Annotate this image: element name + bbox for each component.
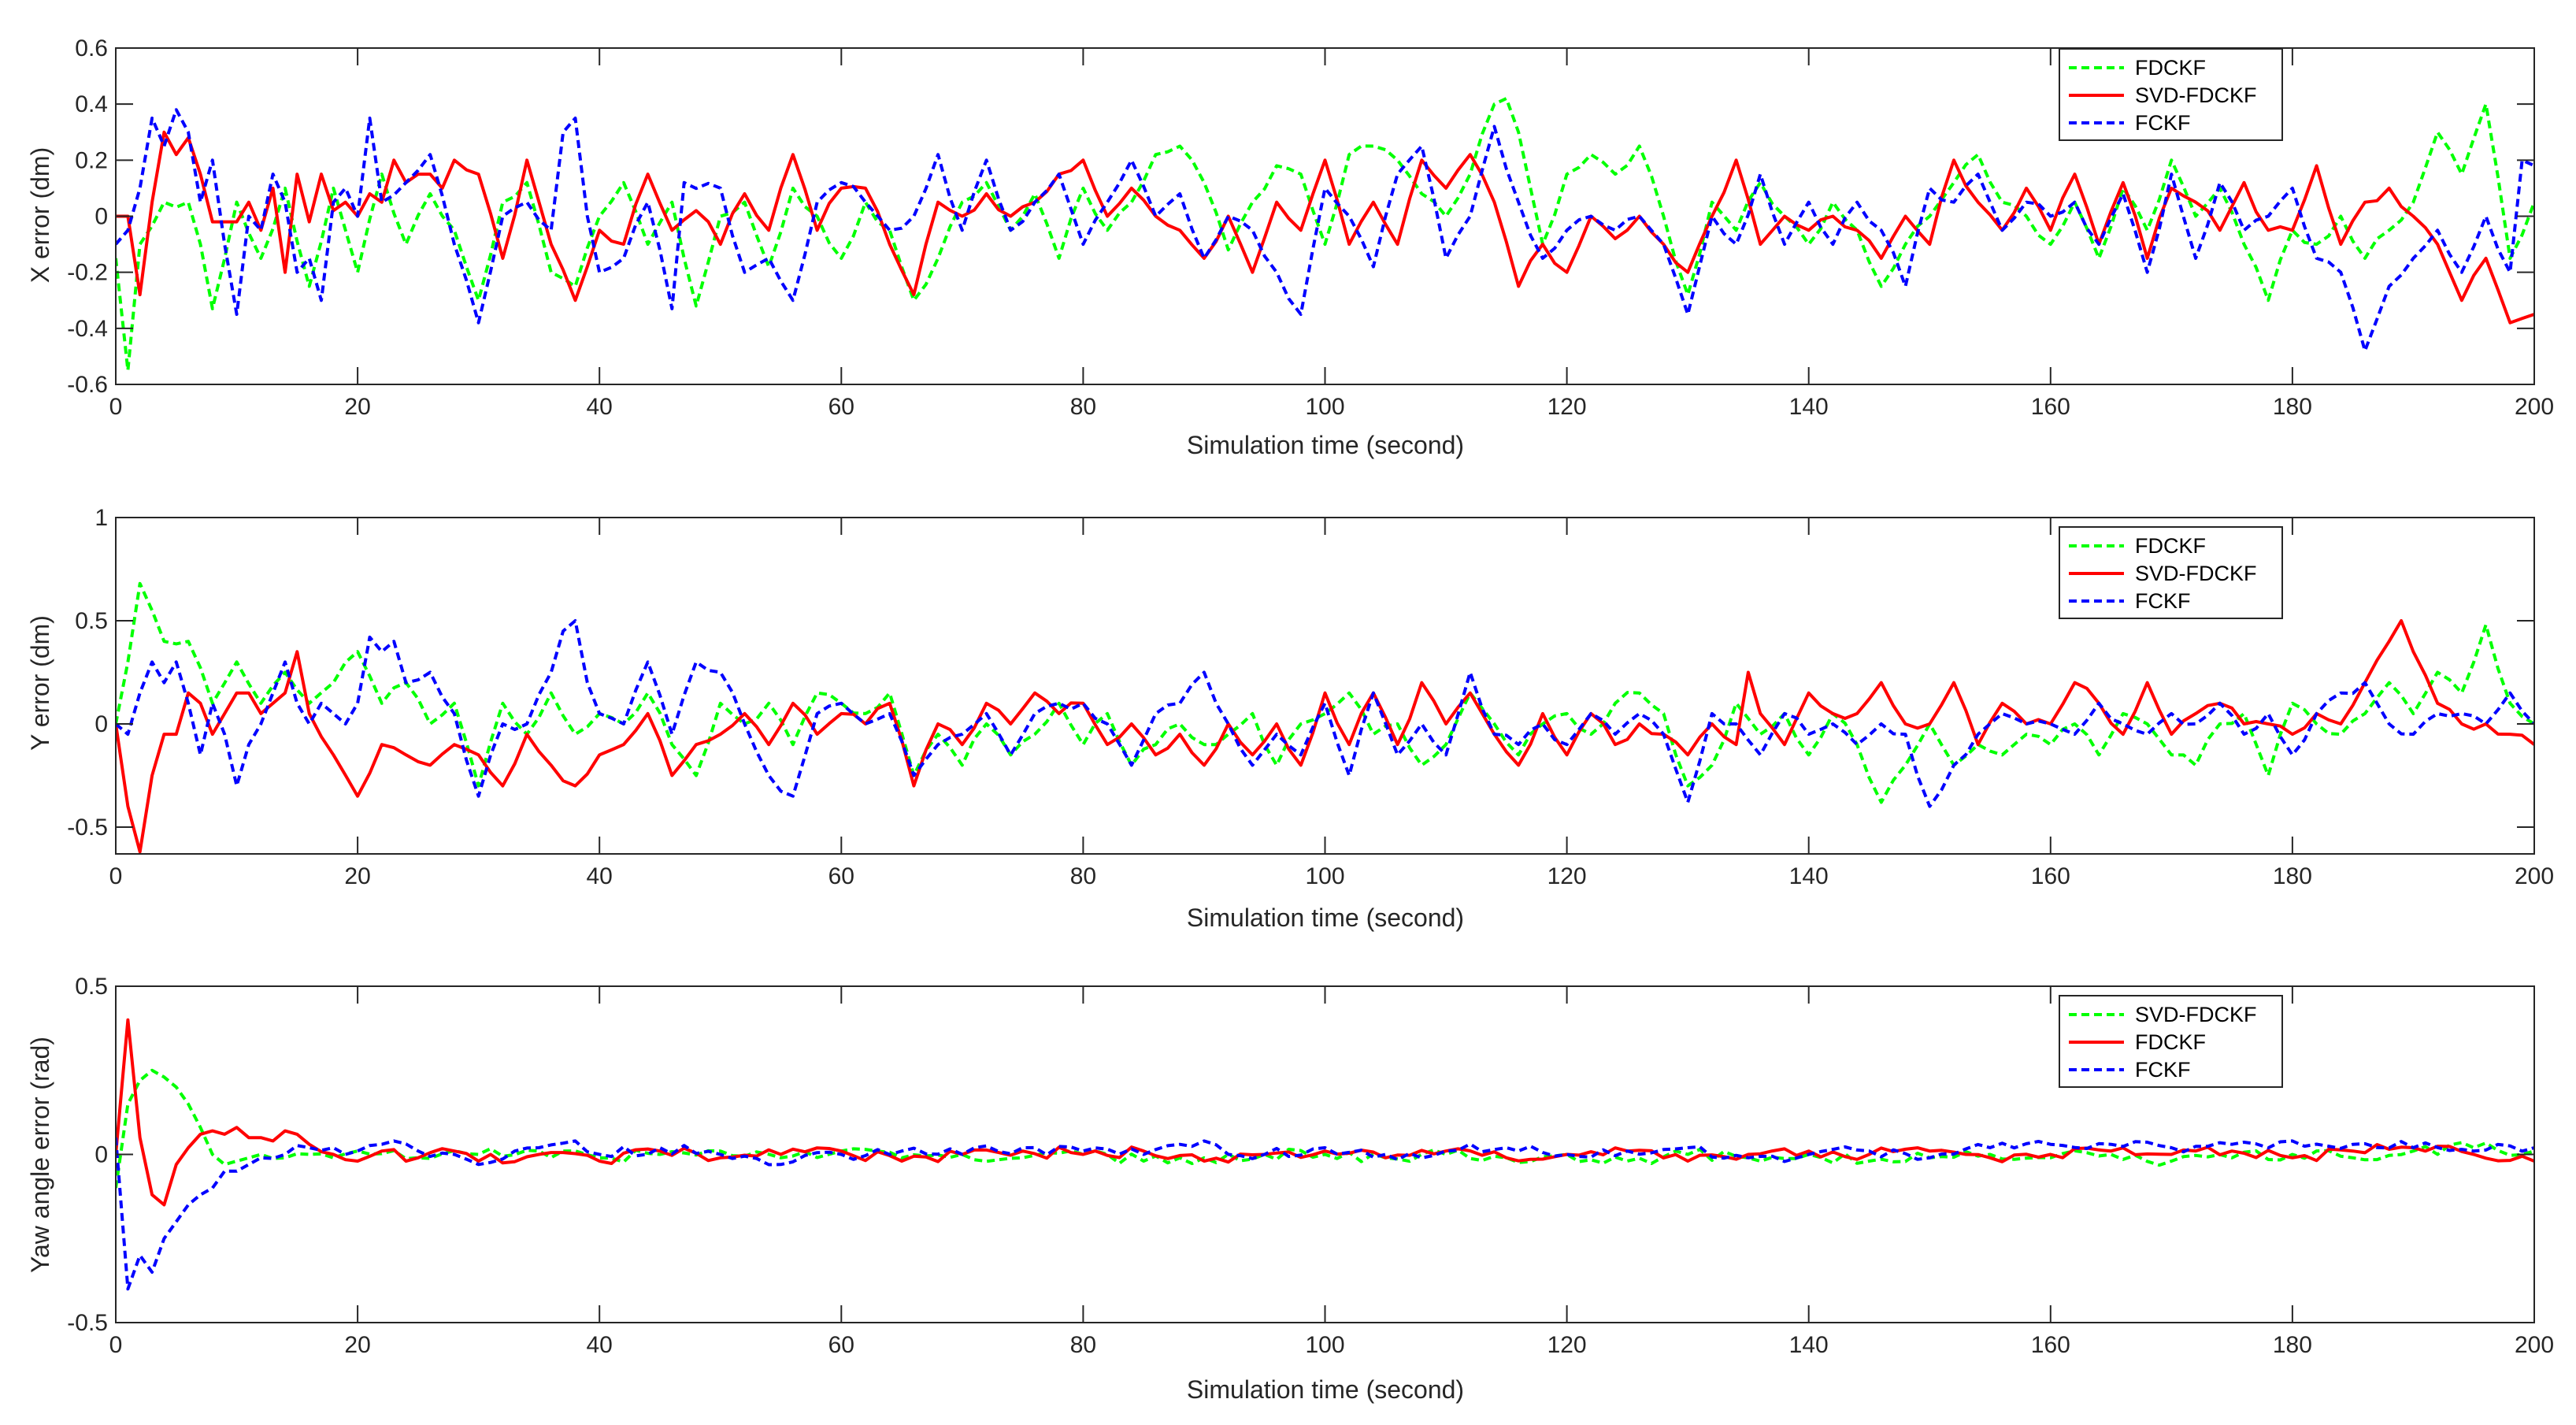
y-error-xtick-label: 120 [1547,863,1587,889]
yaw-error-legend-label-fdckf: FDCKF [2135,1030,2206,1054]
y-error-xtick-label: 0 [109,863,123,889]
y-error-series-group [116,581,2534,854]
x-error-xtick-label: 180 [2273,394,2312,420]
y-error-series-svd-fdckf [116,619,2534,854]
yaw-error-ytick-label: 0 [95,1142,108,1168]
x-error-legend: FDCKF SVD-FDCKF FCKF [2059,48,2283,141]
yaw-error-xtick-label: 100 [1305,1332,1344,1358]
x-error-xtick-label: 80 [1070,394,1096,420]
yaw-error-panel: 0 20 40 60 80 100 120 140 160 180 200-0.500.5 Simu… [26,974,2554,1404]
y-error-xtick-label: 40 [587,863,613,889]
yaw-error-series-fckf [116,1137,2534,1291]
x-error-xtick-label: 0 [109,394,123,420]
yaw-error-ylabel: Yaw angle error (rad) [26,1037,54,1273]
y-error-xtick-label: 140 [1789,863,1829,889]
yaw-error-series-fdckf [116,1018,2534,1207]
yaw-error-series-svd-fdckf [116,1068,2534,1189]
x-error-legend-label-fckf: FCKF [2135,111,2191,135]
yaw-error-legend: SVD-FDCKF FDCKF FCKF [2059,995,2283,1088]
y-error-xtick-label: 160 [2031,863,2070,889]
x-error-ytick-label: -0.4 [67,316,108,342]
x-error-xtick-label: 140 [1789,394,1829,420]
y-error-legend-label-svd-fdckf: SVD-FDCKF [2135,562,2257,585]
x-error-ylabel: X error (dm) [26,147,54,283]
y-error-xtick-label: 200 [2515,863,2554,889]
yaw-error-xtick-label: 140 [1789,1332,1829,1358]
y-error-xtick-label: 180 [2273,863,2312,889]
x-error-xtick-label: 120 [1547,394,1587,420]
x-error-ytick-label: 0.6 [75,35,108,61]
x-error-series-svd-fdckf [116,130,2534,325]
y-error-ytick-label: 0.5 [75,608,108,634]
x-error-xlabel: Simulation time (second) [1187,431,1464,459]
yaw-error-ytick-label: 0.5 [75,974,108,1000]
y-error-series-fckf [116,619,2534,808]
x-error-xtick-label: 100 [1305,394,1344,420]
yaw-error-xlabel: Simulation time (second) [1187,1375,1464,1404]
yaw-error-xtick-label: 0 [109,1332,123,1358]
x-error-panel: 0 20 40 60 80 100 120 140 160 180 200 -0.6 -0.4 -0.2 0… [26,35,2554,459]
x-error-ytick-label: 0 [95,204,108,230]
x-error-ytick-label: -0.2 [67,260,108,286]
x-error-ytick-label: 0.2 [75,147,108,173]
yaw-error-ytick-label: -0.5 [67,1310,108,1336]
yaw-error-xtick-label: 180 [2273,1332,2312,1358]
yaw-error-xtick-label: 200 [2515,1332,2554,1358]
x-error-legend-label-svd-fdckf: SVD-FDCKF [2135,83,2257,107]
x-error-xtick-label: 200 [2515,394,2554,420]
y-error-ytick-label: 1 [95,505,108,531]
x-error-xtick-label: 20 [344,394,370,420]
y-error-legend-label-fdckf: FDCKF [2135,534,2206,558]
y-error-xtick-label: 60 [828,863,854,889]
yaw-error-xtick-label: 20 [344,1332,370,1358]
yaw-error-xtick-label: 40 [587,1332,613,1358]
y-error-legend: FDCKF SVD-FDCKF FCKF [2059,526,2283,619]
x-error-xtick-label: 160 [2031,394,2070,420]
yaw-error-xtick-label: 60 [828,1332,854,1358]
yaw-error-legend-label-fckf: FCKF [2135,1058,2191,1082]
x-error-xtick-label: 60 [828,394,854,420]
y-error-xlabel: Simulation time (second) [1187,904,1464,932]
y-error-ytick-label: 0 [95,711,108,737]
y-error-panel: 0 20 40 60 80 100 120 140 160 180 200-0.500.51 Sim… [26,505,2554,932]
y-error-ytick-label: -0.5 [67,815,108,841]
yaw-error-xtick-label: 160 [2031,1332,2070,1358]
yaw-error-legend-label-svd-fdckf: SVD-FDCKF [2135,1003,2257,1026]
x-error-ytick-label: 0.4 [75,91,108,117]
y-error-ylabel: Y error (dm) [26,615,54,751]
y-error-legend-label-fckf: FCKF [2135,589,2191,613]
x-error-series-group [116,97,2534,373]
y-error-series-fdckf [116,581,2534,804]
x-error-legend-label-fdckf: FDCKF [2135,56,2206,80]
y-error-xtick-label: 80 [1070,863,1096,889]
x-error-ytick-label: -0.6 [67,372,108,398]
yaw-error-xtick-label: 80 [1070,1332,1096,1358]
yaw-error-xtick-label: 120 [1547,1332,1587,1358]
yaw-error-series-group [116,1018,2534,1291]
y-error-xtick-label: 20 [344,863,370,889]
x-error-series-fckf [116,108,2534,353]
y-error-xtick-label: 100 [1305,863,1344,889]
x-error-xtick-label: 40 [587,394,613,420]
